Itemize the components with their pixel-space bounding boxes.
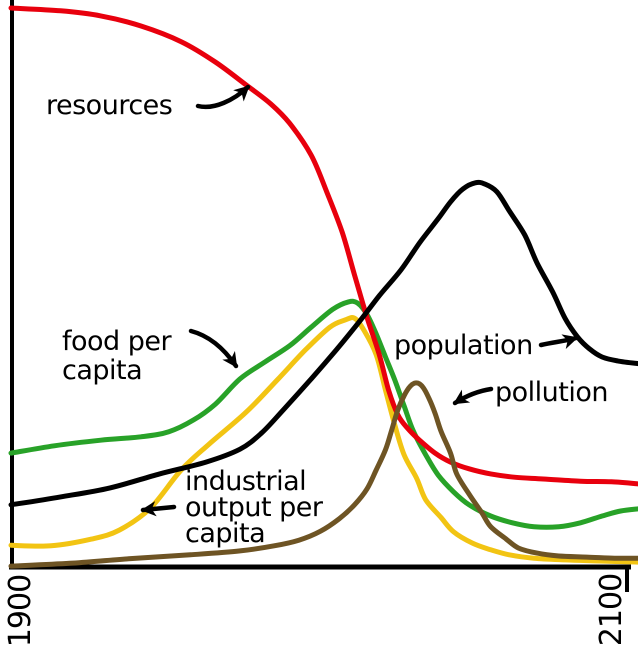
- food-per-capita-label: food per capita: [62, 326, 172, 386]
- industrial-output-label: industrial output per capita: [185, 466, 323, 549]
- pollution-curve: [8, 380, 638, 569]
- x-tick-label-1900: 1900: [3, 574, 38, 648]
- resources-arrow: [195, 84, 251, 110]
- industrial-label-line3: capita: [185, 518, 266, 549]
- pollution-arrow: [452, 386, 494, 406]
- resources-label: resources: [46, 90, 173, 121]
- industrial-label-line2: output per: [185, 492, 323, 523]
- pollution-label-line: pollution: [495, 377, 609, 408]
- population-label-line: population: [394, 330, 533, 361]
- food-per-capita-arrow: [188, 328, 239, 369]
- food-label-line2: capita: [62, 355, 143, 386]
- resources-label-line: resources: [46, 90, 173, 121]
- population-curve: [8, 179, 638, 508]
- industrial-output-arrow: [140, 501, 177, 517]
- x-tick-label-2100: 2100: [594, 573, 629, 647]
- pollution-label: pollution: [495, 377, 609, 408]
- industrial-output-curve: [8, 315, 638, 565]
- food-per-capita-curve: [8, 298, 638, 530]
- food-label-line1: food per: [62, 326, 172, 357]
- population-label: population: [394, 331, 533, 360]
- industrial-label-line1: industrial: [185, 466, 307, 497]
- population-arrow: [538, 334, 579, 350]
- resources-curve: [8, 5, 638, 487]
